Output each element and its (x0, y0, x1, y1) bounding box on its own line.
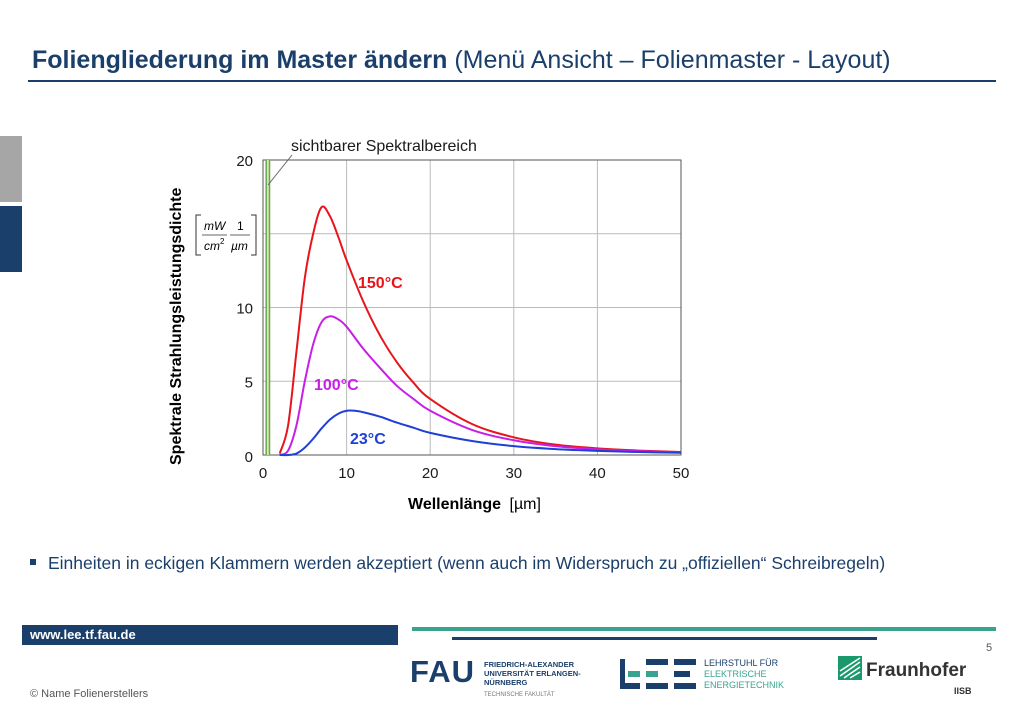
fau-logo-mark: FAU (410, 654, 475, 689)
footer-teal-line (412, 627, 996, 631)
series-label-100: 100°C (314, 377, 359, 394)
title-divider (28, 80, 996, 82)
annotation-leader (267, 154, 293, 186)
visible-band (265, 160, 271, 455)
side-block-gray (0, 136, 22, 202)
x-tick-label: 0 (259, 465, 267, 482)
annotation-label: sichtbarer Spektralbereich (291, 138, 477, 155)
copyright-text: © Name Folienerstellers (30, 688, 149, 700)
series-line-0 (278, 205, 682, 454)
y-tick-label: 20 (236, 153, 253, 170)
unit-num-2: 1 (237, 219, 244, 233)
footer-url-link[interactable]: www.lee.tf.fau.de (30, 627, 136, 642)
series-lines (278, 205, 682, 457)
unit-num-1: mW (204, 219, 227, 233)
footer-bar (22, 625, 398, 645)
x-axis-label: Wellenlänge [µm] (408, 496, 541, 513)
x-tick-label: 40 (589, 465, 606, 482)
x-tick-label: 20 (422, 465, 439, 482)
unit-bracket-left (195, 214, 201, 256)
plot-frame (262, 159, 682, 456)
fraunhofer-name: Fraunhofer (866, 660, 967, 681)
x-tick-label: 30 (505, 465, 522, 482)
page-number: 5 (986, 642, 993, 654)
slide-title: Foliengliederung im Master ändern (Menü … (32, 46, 891, 75)
bullet-marker (30, 559, 36, 565)
y-unit: mW cm 2 1 µm (195, 214, 257, 256)
y-tick-label: 10 (236, 301, 253, 318)
y-tick-label: 5 (245, 374, 253, 391)
fraunhofer-logo-mark (838, 656, 862, 680)
visible-band-fill (266, 160, 270, 455)
unit-exp: 2 (220, 237, 225, 246)
series-line-1 (279, 315, 682, 456)
slide-title-bold: Foliengliederung im Master ändern (32, 46, 448, 74)
chart-grid (263, 160, 681, 455)
series-label-150: 150°C (358, 275, 403, 292)
x-tick-label: 10 (338, 465, 355, 482)
fraunhofer-institute: IISB (954, 686, 972, 696)
footer-navy-line (452, 637, 877, 640)
series-line-2 (279, 409, 682, 457)
lee-logo-mark (620, 659, 696, 689)
slide-title-rest: (Menü Ansicht – Folienmaster - Layout) (454, 46, 891, 74)
unit-den-2: µm (231, 239, 248, 253)
unit-bracket-right (251, 214, 257, 256)
fau-logo-text: FRIEDRICH-ALEXANDER UNIVERSITÄT ERLANGEN… (484, 660, 581, 687)
bullet-text: Einheiten in eckigen Klammern werden akz… (48, 553, 886, 573)
lee-logo: LEHRSTUHL FÜR ELEKTRISCHE ENERGIETECHNIK (620, 658, 784, 694)
side-block-navy (0, 206, 22, 272)
fau-logo-faculty: TECHNISCHE FAKULTÄT (484, 692, 555, 698)
x-tick-label: 50 (673, 465, 690, 482)
series-label-23: 23°C (350, 431, 386, 448)
y-tick-label: 0 (245, 449, 253, 466)
y-axis-label: Spektrale Strahlungsleistungsdichte (168, 188, 185, 466)
spectral-chart: 0 10 20 30 40 50 0 5 10 20 sichtbarer Spektralber… (168, 138, 689, 513)
fau-logo: FAU FRIEDRICH-ALEXANDER UNIVERSITÄT ERLA… (410, 654, 581, 699)
tick-labels: 0 10 20 30 40 50 0 5 10 20 (236, 153, 689, 482)
fraunhofer-logo: Fraunhofer IISB (838, 656, 972, 696)
unit-den-1: cm (204, 239, 220, 253)
lee-logo-text: LEHRSTUHL FÜR ELEKTRISCHE ENERGIETECHNIK (704, 658, 785, 690)
